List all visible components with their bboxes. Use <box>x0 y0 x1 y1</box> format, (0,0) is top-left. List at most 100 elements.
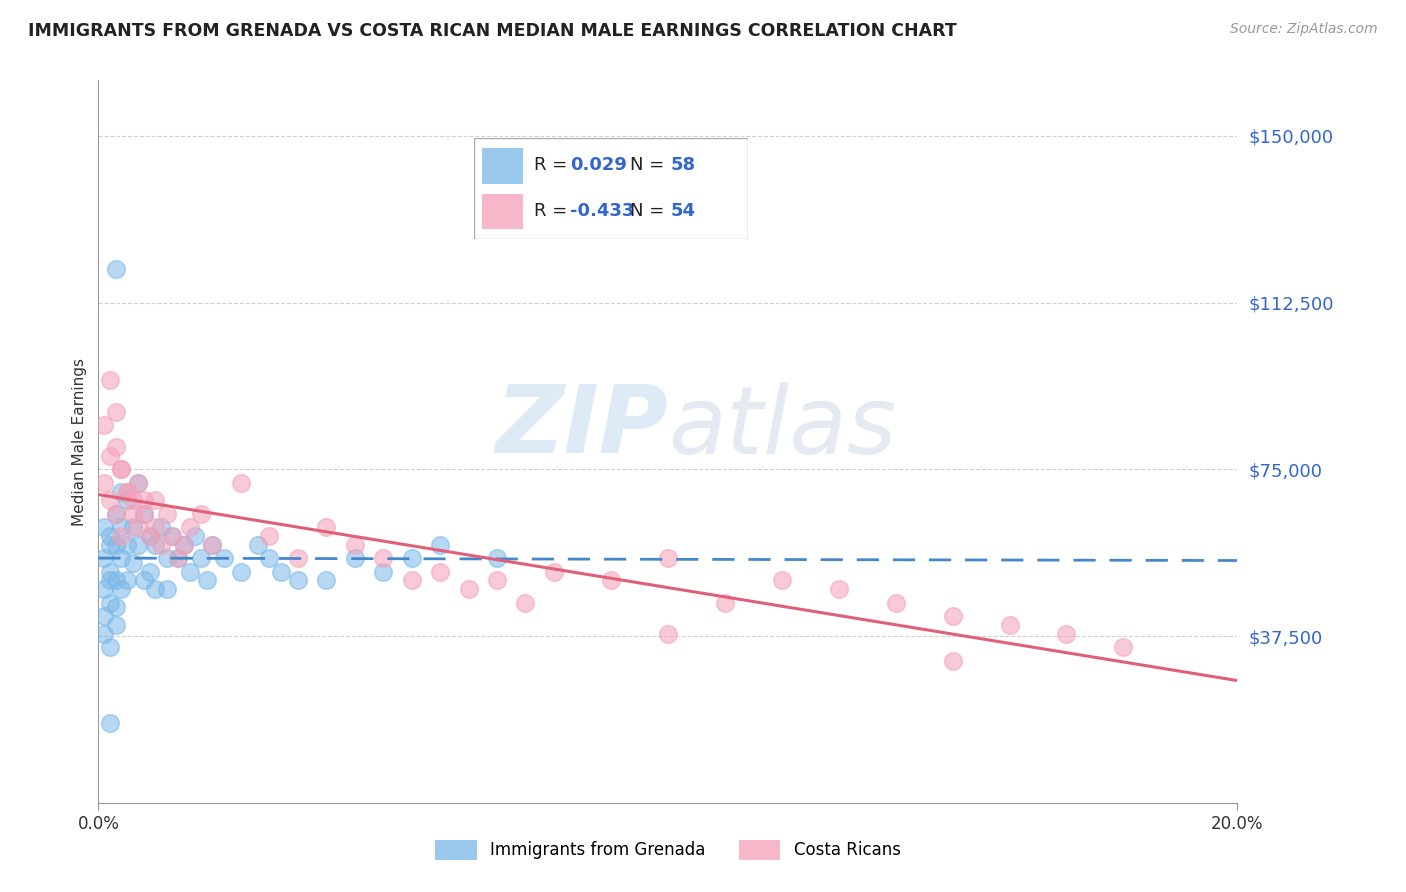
Point <box>942 609 965 624</box>
Point <box>121 493 143 508</box>
Point <box>150 538 173 552</box>
Point <box>121 520 143 534</box>
Point <box>93 551 115 566</box>
Point <box>343 551 366 566</box>
Point <box>132 493 155 508</box>
Point <box>373 565 395 579</box>
Text: atlas: atlas <box>668 382 896 473</box>
Point <box>93 627 115 641</box>
Point <box>93 609 115 624</box>
Point <box>173 538 195 552</box>
Point <box>115 484 138 499</box>
Text: Source: ZipAtlas.com: Source: ZipAtlas.com <box>1230 22 1378 37</box>
Point <box>110 582 132 597</box>
Point <box>429 565 451 579</box>
Point <box>93 475 115 490</box>
Point <box>110 484 132 499</box>
Point <box>145 582 167 597</box>
Point <box>714 596 737 610</box>
Point <box>229 565 252 579</box>
Point <box>162 529 184 543</box>
Point <box>121 556 143 570</box>
Point <box>104 262 127 277</box>
Text: ZIP: ZIP <box>495 381 668 473</box>
Point <box>98 449 121 463</box>
Legend: Immigrants from Grenada, Costa Ricans: Immigrants from Grenada, Costa Ricans <box>429 833 907 867</box>
Point <box>104 600 127 615</box>
Point <box>93 582 115 597</box>
Point <box>156 582 179 597</box>
Point <box>167 551 190 566</box>
Point <box>93 520 115 534</box>
Point <box>259 551 281 566</box>
Point <box>998 618 1021 632</box>
Point <box>127 475 149 490</box>
Point <box>1112 640 1135 655</box>
Point <box>270 565 292 579</box>
Point <box>115 484 138 499</box>
Point <box>657 551 679 566</box>
Point <box>132 507 155 521</box>
Point <box>138 529 160 543</box>
Point <box>246 538 269 552</box>
Point <box>110 520 132 534</box>
Point <box>138 565 160 579</box>
Point <box>110 462 132 476</box>
Point <box>121 507 143 521</box>
Point <box>179 565 201 579</box>
Point <box>190 507 212 521</box>
Point <box>229 475 252 490</box>
Point <box>98 596 121 610</box>
Point <box>162 529 184 543</box>
Point <box>190 551 212 566</box>
Point <box>401 551 423 566</box>
Point <box>457 582 479 597</box>
Point <box>212 551 235 566</box>
Point <box>167 551 190 566</box>
Point <box>132 574 155 588</box>
Point <box>104 507 127 521</box>
Point <box>110 529 132 543</box>
Point <box>600 574 623 588</box>
Point <box>201 538 224 552</box>
Point <box>127 475 149 490</box>
Point <box>138 529 160 543</box>
Point <box>543 565 565 579</box>
Point <box>98 640 121 655</box>
Point <box>110 551 132 566</box>
Text: IMMIGRANTS FROM GRENADA VS COSTA RICAN MEDIAN MALE EARNINGS CORRELATION CHART: IMMIGRANTS FROM GRENADA VS COSTA RICAN M… <box>28 22 957 40</box>
Point <box>828 582 851 597</box>
Point <box>93 417 115 432</box>
Point <box>1056 627 1078 641</box>
Point <box>145 538 167 552</box>
Y-axis label: Median Male Earnings: Median Male Earnings <box>72 358 87 525</box>
Point <box>486 574 509 588</box>
Point <box>104 574 127 588</box>
Point <box>104 440 127 454</box>
Point <box>98 538 121 552</box>
Point <box>315 520 337 534</box>
Point <box>942 653 965 667</box>
Point <box>98 373 121 387</box>
Point <box>287 551 309 566</box>
Point <box>110 462 132 476</box>
Point <box>179 520 201 534</box>
Point <box>259 529 281 543</box>
Point <box>115 538 138 552</box>
Point <box>287 574 309 588</box>
Point <box>515 596 537 610</box>
Point <box>145 520 167 534</box>
Point <box>195 574 218 588</box>
Point <box>486 551 509 566</box>
Point <box>657 627 679 641</box>
Point <box>315 574 337 588</box>
Point <box>98 574 121 588</box>
Point <box>115 574 138 588</box>
Point <box>98 529 121 543</box>
Point <box>343 538 366 552</box>
Point <box>104 404 127 418</box>
Point <box>98 565 121 579</box>
Point <box>184 529 207 543</box>
Point <box>104 538 127 552</box>
Point <box>127 520 149 534</box>
